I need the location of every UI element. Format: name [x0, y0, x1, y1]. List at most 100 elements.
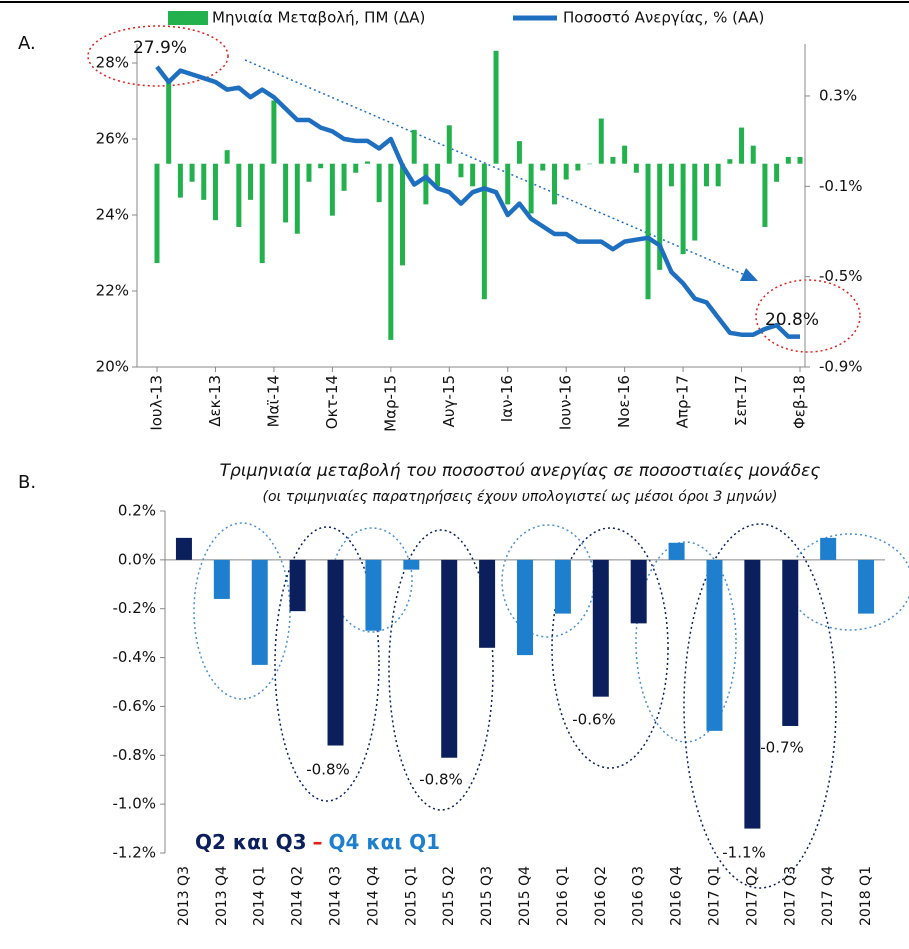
bar	[493, 50, 499, 164]
trend-arrow	[244, 59, 746, 276]
bar	[668, 163, 674, 187]
x-tick-label: 2013 Q3	[176, 866, 192, 926]
y-tick-label: 26%	[96, 130, 129, 148]
annotation: 27.9%	[133, 38, 187, 58]
bar	[630, 559, 647, 624]
bar	[236, 163, 242, 227]
x-tick-label: Ιαν-16	[498, 375, 516, 422]
bar	[592, 559, 609, 697]
x-tick-label: Οκτ-14	[323, 375, 341, 429]
x-tick-label: 2014 Q4	[365, 866, 381, 926]
y-tick-label: 0.2%	[118, 502, 156, 520]
x-tick-label: 2017 Q2	[744, 866, 760, 926]
bar	[481, 163, 487, 300]
bar	[750, 145, 756, 164]
bar	[224, 150, 230, 164]
x-tick-label: Ιουν-16	[557, 375, 575, 430]
panel-label: B.	[18, 472, 36, 493]
annotation: 20.8%	[765, 310, 819, 330]
x-tick-label: 2016 Q1	[555, 866, 571, 926]
bar	[283, 163, 289, 223]
bar	[259, 163, 265, 264]
bar	[820, 537, 837, 560]
bar	[388, 163, 394, 340]
x-tick-label: Φεβ-18	[791, 375, 809, 429]
bar	[175, 537, 192, 560]
bar	[341, 163, 347, 191]
bar	[411, 129, 417, 164]
bar	[479, 559, 496, 648]
bar	[201, 163, 207, 200]
bar	[441, 559, 458, 758]
x-tick-label: 2014 Q2	[290, 866, 306, 926]
bar	[400, 163, 406, 266]
bar	[744, 559, 761, 829]
bar	[289, 559, 306, 612]
legend-entry: Q2 και Q3	[195, 830, 307, 854]
bar	[554, 559, 571, 614]
bar	[563, 163, 569, 180]
y-tick-label: 22%	[96, 282, 129, 300]
bar	[505, 163, 511, 205]
arrow-head	[740, 268, 758, 281]
x-tick-label: 2018 Q1	[858, 866, 874, 926]
annotation: -0.8%	[306, 761, 350, 779]
y-tick-label: -0.4%	[112, 648, 156, 666]
bar	[785, 156, 791, 164]
bar	[353, 163, 359, 173]
bar	[668, 542, 685, 560]
y-tick-label: -1.2%	[112, 844, 156, 862]
bar	[154, 163, 160, 264]
group-ellipses	[193, 522, 909, 889]
bar	[587, 163, 593, 165]
legend-label: Μηνιαία Μεταβολή, ΠΜ (ΔΑ)	[212, 9, 425, 27]
bar	[858, 559, 875, 614]
bar	[528, 163, 534, 214]
bar	[739, 127, 745, 164]
bar	[517, 559, 533, 656]
y2-tick-label: -0.5%	[819, 267, 863, 285]
x-tick-label: 2016 Q4	[669, 866, 685, 926]
annotation: -0.7%	[760, 739, 804, 757]
bar	[540, 163, 546, 171]
chart-title: Τριμηνιαία μεταβολή του ποσοστού ανεργία…	[220, 461, 821, 481]
y-tick-label: 20%	[96, 358, 129, 376]
x-tick-label: 2014 Q3	[328, 866, 344, 926]
bar	[318, 163, 324, 169]
x-tick-label: Σεπ-17	[732, 375, 750, 426]
bar	[703, 163, 709, 187]
y-tick-label: 0.0%	[118, 550, 156, 568]
bar	[403, 559, 420, 570]
y-tick-label: -0.8%	[112, 746, 156, 764]
bar	[657, 163, 663, 270]
bar	[248, 163, 254, 200]
x-tick-label: Μαρ-15	[381, 375, 399, 432]
bar	[692, 163, 698, 241]
x-tick-label: 2015 Q4	[517, 866, 533, 926]
x-tick-label: Δεκ-13	[206, 375, 224, 427]
bar	[189, 163, 195, 182]
x-tick-label: Μαϊ-14	[264, 375, 282, 427]
bar	[762, 163, 768, 227]
x-tick-label: Απρ-17	[674, 375, 692, 428]
annotation: -1.1%	[722, 844, 766, 862]
bar	[645, 163, 651, 300]
bar	[782, 559, 799, 726]
bar	[797, 156, 803, 164]
bar	[166, 82, 172, 164]
bar	[622, 145, 628, 164]
bar	[727, 159, 733, 164]
legend-label: Ποσοστό Ανεργίας, % (ΑΑ)	[563, 9, 764, 27]
legend-entry: –	[313, 830, 323, 854]
bar	[364, 161, 370, 164]
bar	[435, 163, 441, 187]
x-tick-label: Ιουλ-13	[148, 375, 166, 431]
bar	[327, 559, 344, 746]
line	[155, 65, 800, 339]
bar	[633, 163, 639, 173]
bar	[271, 100, 277, 164]
x-tick-label: 2015 Q3	[479, 866, 495, 926]
bar	[177, 163, 183, 198]
bar	[551, 163, 557, 205]
